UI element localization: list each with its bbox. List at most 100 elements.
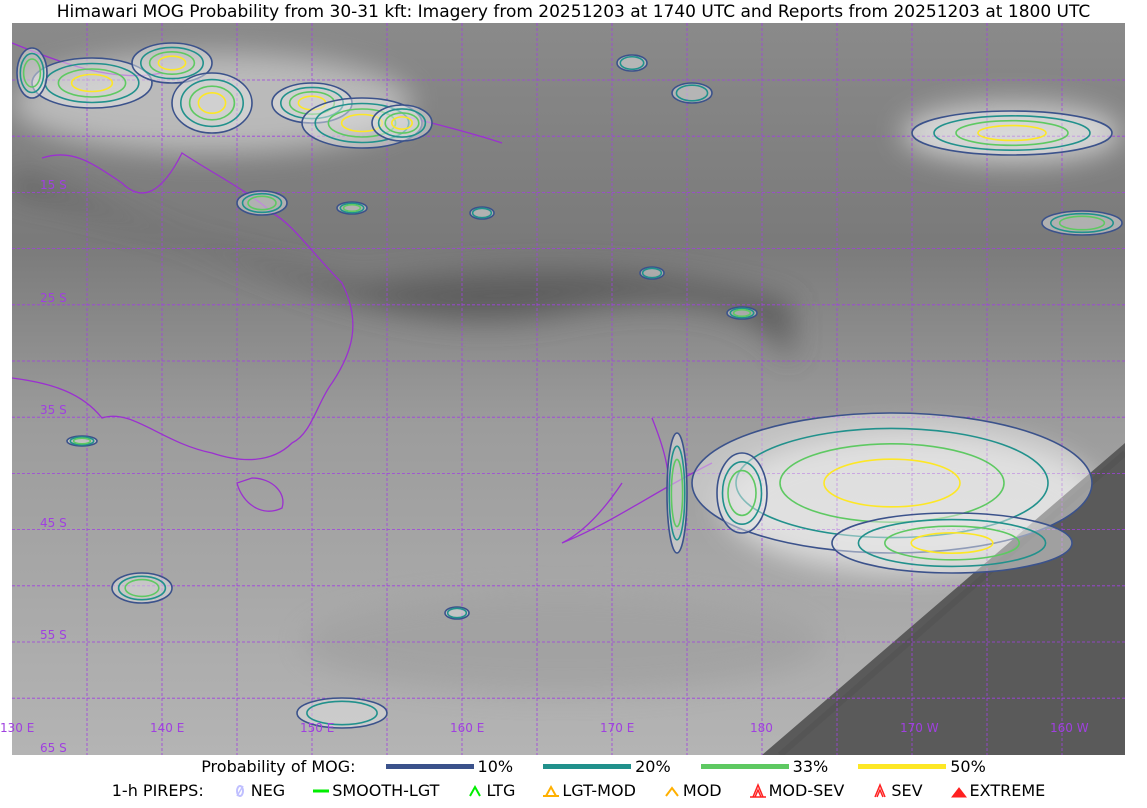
mog-probability-contours (16, 42, 1123, 729)
neg-icon (235, 784, 244, 797)
contour-20pct (668, 445, 686, 541)
contour-20pct (446, 607, 468, 619)
contour-50pct (70, 73, 114, 93)
pirep-legend-item: EXTREME (950, 781, 1046, 800)
contour-20pct (69, 436, 95, 446)
probability-legend-title: Probability of MOG: (201, 757, 356, 776)
longitude-label: 180 (750, 721, 773, 735)
contour-50pct (977, 124, 1047, 142)
pirep-label: MOD (682, 781, 722, 800)
pirep-label: LTG (486, 781, 516, 800)
contour-20pct (306, 700, 378, 726)
pirep-label: SEV (891, 781, 923, 800)
pirep-label: EXTREME (969, 781, 1046, 800)
probability-swatch (858, 764, 947, 769)
probability-swatch (543, 764, 632, 769)
contour-33pct (342, 203, 362, 213)
contour-33pct (188, 85, 236, 121)
pirep-label: LGT-MOD (562, 781, 636, 800)
contour-10pct (911, 110, 1113, 156)
longitude-label: 170 E (600, 721, 635, 735)
contour-20pct (729, 307, 755, 319)
latitude-label: 35 S (40, 403, 67, 417)
pirep-legend-item: MOD-SEV (749, 781, 845, 800)
probability-swatch (385, 764, 474, 769)
latitude-label: 65 S (40, 740, 67, 755)
satellite-map: 130 E 140 E 150 E 160 E 170 E 180 170 W 160 W 1… (0, 23, 1127, 758)
contour-10pct (131, 42, 213, 84)
probability-label: 50% (950, 757, 986, 776)
contour-33pct (72, 437, 92, 445)
map-title: Himawari MOG Probability from 30-31 kft:… (56, 2, 1091, 22)
pirep-label: MOD-SEV (768, 781, 845, 800)
pirep-legend-title: 1-h PIREPS: (111, 781, 204, 800)
contour-20pct (180, 78, 245, 128)
contour-10pct (296, 697, 388, 729)
map-imagery (11, 23, 1127, 758)
contour-20pct (721, 460, 763, 525)
pirep-label: SMOOTH-LGT (332, 781, 440, 800)
probability-legend: Probability of MOG: 10% 20% 33% 50% (0, 757, 1147, 776)
pirep-legend-item: NEG (232, 781, 285, 800)
latitude-label: 25 S (40, 290, 67, 305)
contour-10pct (671, 82, 713, 104)
contour-33pct (955, 119, 1069, 147)
contour-50pct (197, 92, 227, 115)
contour-33pct (22, 58, 42, 88)
contour-20pct (857, 518, 1047, 568)
longitude-label: 130 E (0, 721, 35, 735)
contour-20pct (675, 84, 709, 102)
contour-10pct (716, 452, 768, 534)
contour-50pct (157, 55, 187, 71)
contour-50pct (910, 531, 994, 554)
contour-50pct (390, 116, 413, 130)
contour-10pct (171, 72, 253, 134)
contour-10pct (236, 190, 288, 216)
probability-label: 33% (792, 757, 829, 776)
contour-33pct (247, 195, 277, 211)
contour-20pct (241, 192, 283, 214)
contour-33pct (670, 458, 684, 528)
probability-label: 20% (635, 757, 671, 776)
ltg-icon (469, 784, 482, 796)
mod-sev-icon (749, 782, 766, 798)
longitude-label: 140 E (150, 721, 185, 735)
mod-icon (665, 785, 679, 797)
contour-20pct (117, 575, 167, 601)
pirep-legend-item: LTG (467, 781, 515, 800)
pirep-legend-item: LGT-MOD (543, 781, 636, 800)
pirep-legend-item: SMOOTH-LGT (313, 781, 439, 800)
contour-33pct (732, 308, 752, 318)
contour-33pct (148, 50, 196, 75)
contour-20pct (933, 115, 1091, 151)
contour-10pct (371, 104, 433, 142)
contour-20pct (471, 207, 493, 219)
contour-10pct (16, 47, 48, 99)
contour-10pct (831, 512, 1073, 574)
pirep-legend-item: SEV (872, 781, 923, 800)
latitude-label: 55 S (40, 628, 67, 642)
contour-33pct (124, 578, 160, 598)
contour-10pct (1041, 210, 1123, 236)
pirep-legend-item: MOD (664, 781, 722, 800)
contour-20pct (377, 108, 427, 138)
contour-33pct (883, 525, 1020, 561)
contour-33pct (57, 68, 127, 98)
contour-33pct (727, 469, 757, 517)
extreme-icon (950, 786, 967, 797)
contour-20pct (1050, 212, 1115, 234)
contour-33pct (384, 112, 420, 134)
longitude-label: 160 E (450, 721, 485, 735)
contour-20pct (140, 46, 205, 80)
latitude-label: 45 S (40, 515, 67, 530)
longitude-label: 150 E (300, 721, 335, 735)
contour-20pct (339, 202, 365, 214)
contour-20pct (619, 55, 645, 71)
contour-20pct (19, 52, 45, 94)
probability-swatch (700, 764, 789, 769)
contour-10pct (111, 572, 173, 604)
contour-20pct (641, 267, 663, 279)
contour-50pct (823, 458, 961, 508)
longitude-label: 160 W (1050, 721, 1089, 735)
smooth-lgt-icon (313, 789, 330, 792)
